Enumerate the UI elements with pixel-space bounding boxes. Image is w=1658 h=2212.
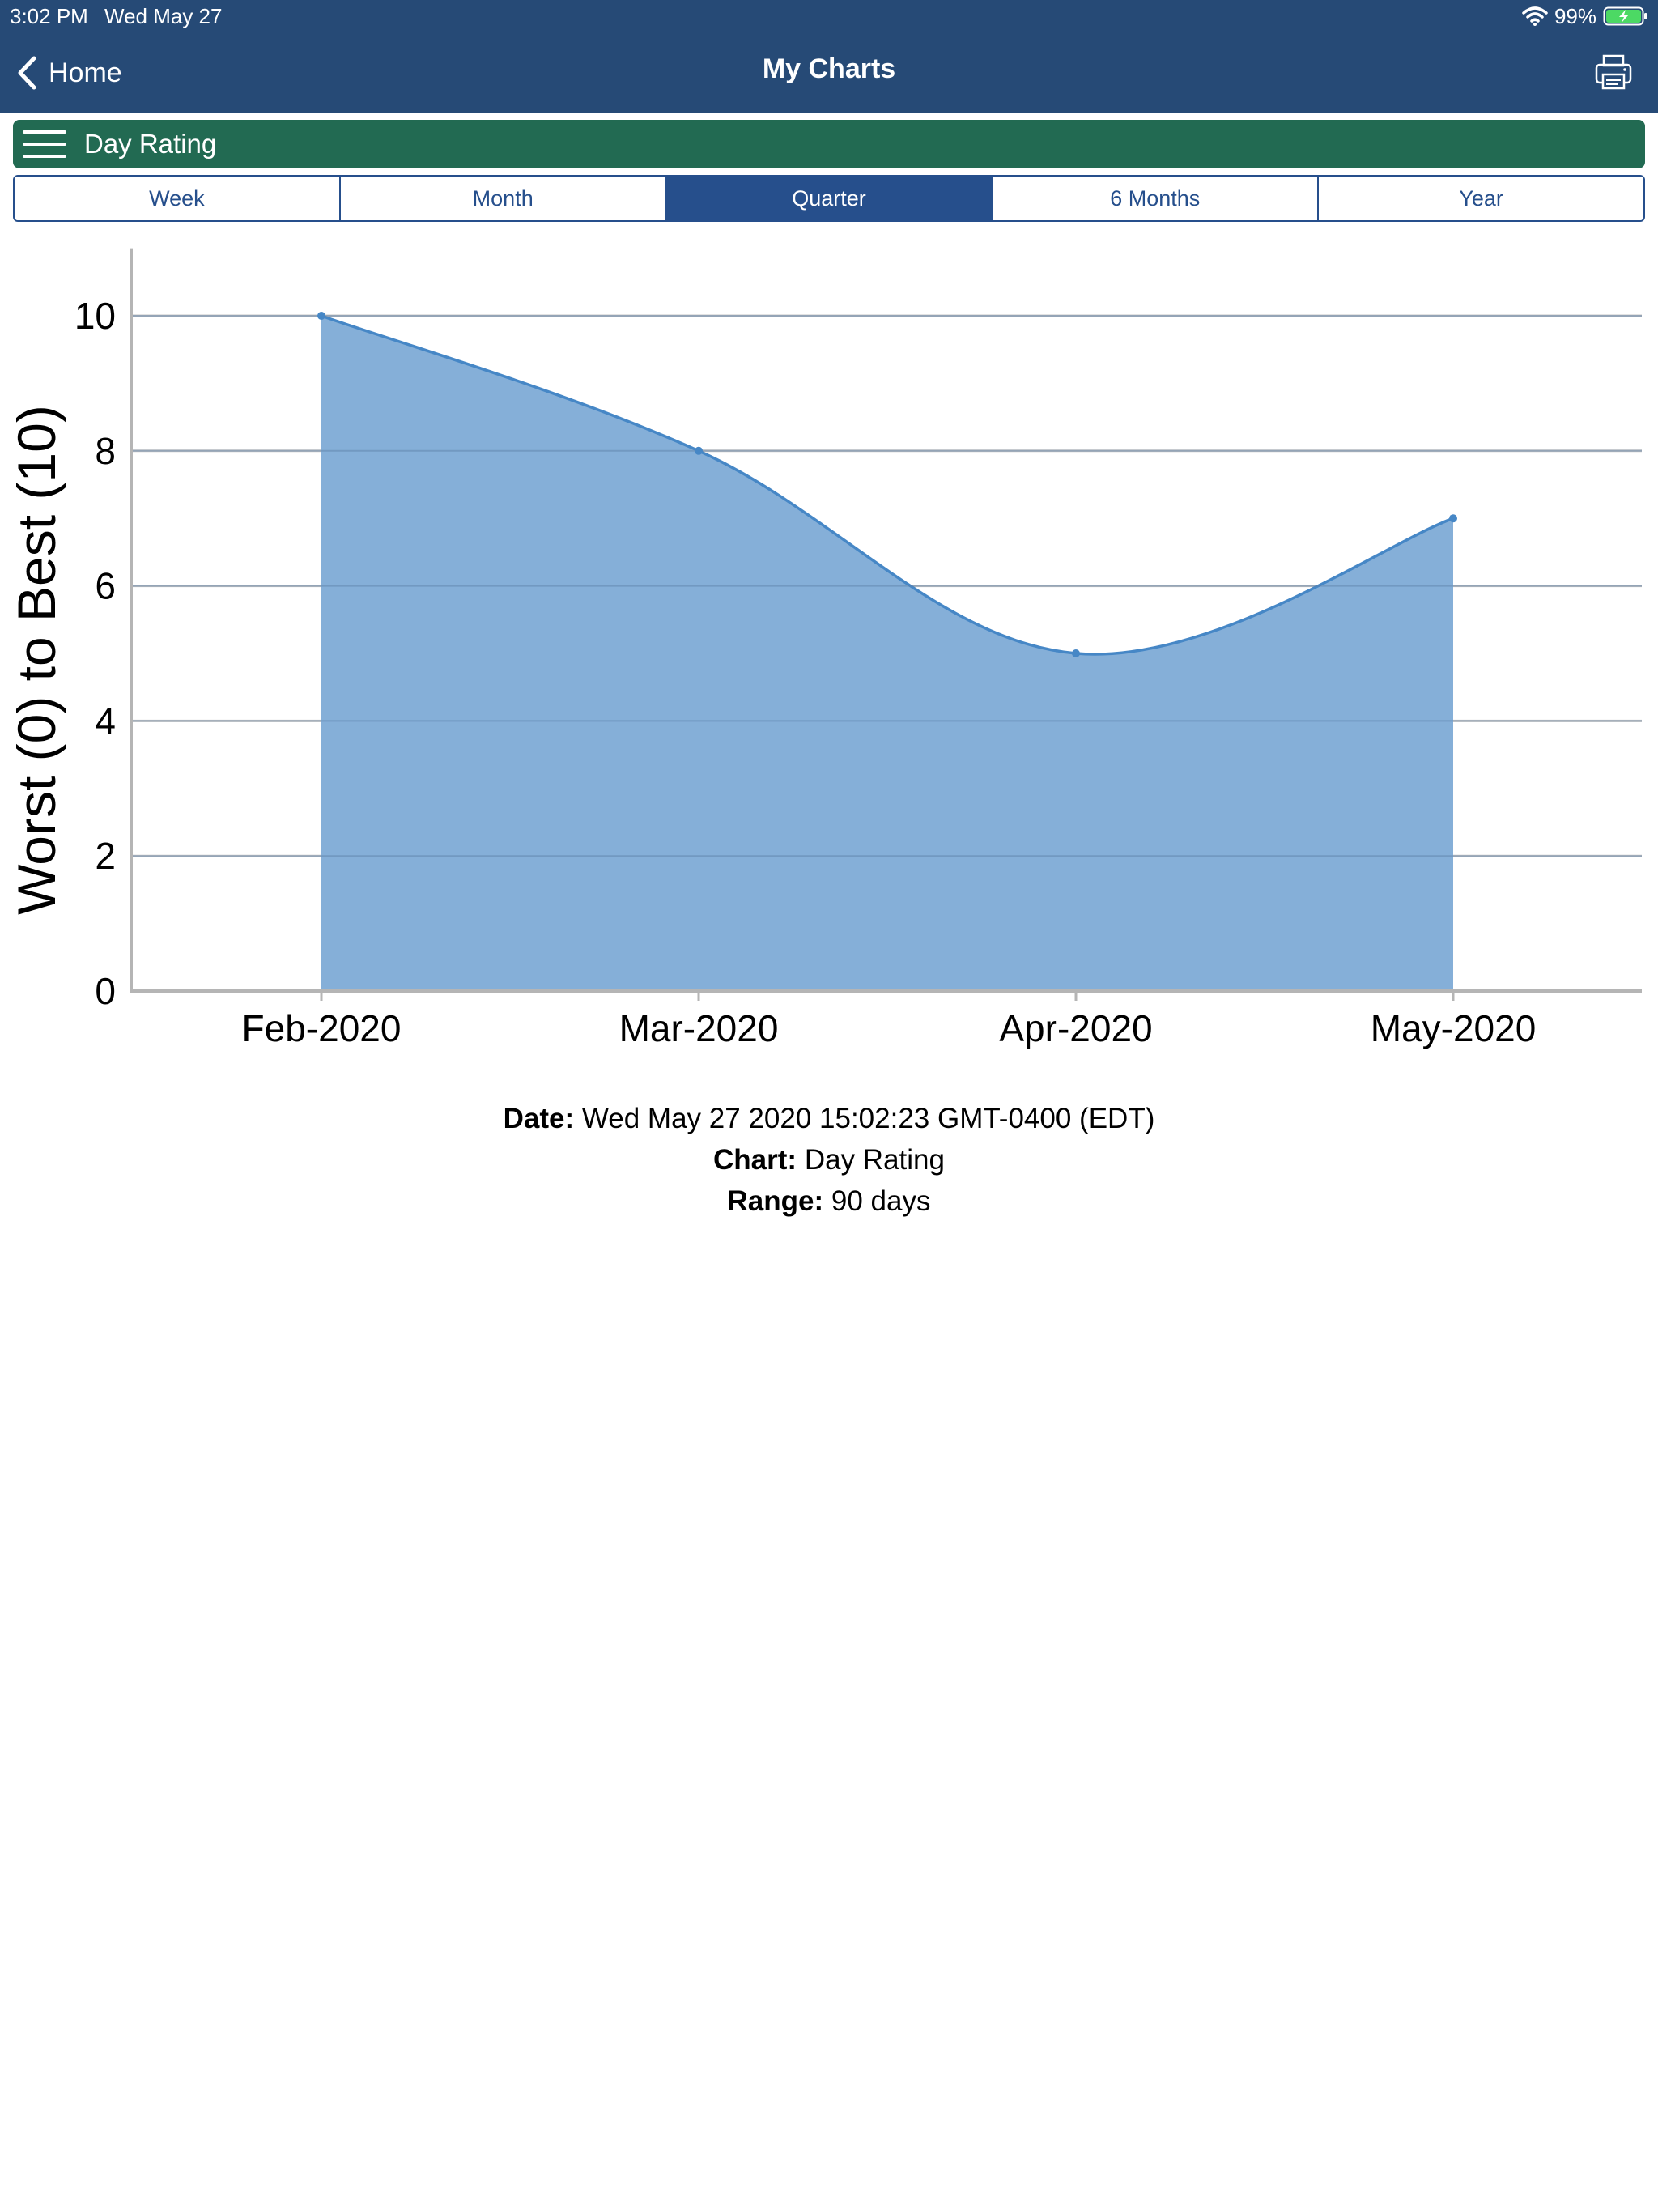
info-range: Range: 90 days xyxy=(0,1180,1658,1222)
info-date: Date: Wed May 27 2020 15:02:23 GMT-0400 … xyxy=(0,1098,1658,1139)
nav-bar: Home My Charts xyxy=(0,32,1658,113)
info-chart-label: Chart: xyxy=(713,1144,797,1176)
x-tick-label: Mar-2020 xyxy=(619,1007,779,1049)
x-tick-label: May-2020 xyxy=(1371,1007,1537,1049)
info-date-label: Date: xyxy=(503,1103,575,1134)
area-fill xyxy=(321,316,1453,991)
app-header: 3:02 PM Wed May 27 99% Home My xyxy=(0,0,1658,113)
series-line xyxy=(321,314,1454,656)
y-tick-label: 2 xyxy=(95,835,116,877)
info-chart-value: Day Rating xyxy=(804,1144,945,1176)
page-title: My Charts xyxy=(762,53,896,84)
data-point xyxy=(1072,649,1080,657)
x-tick-label: Apr-2020 xyxy=(999,1007,1152,1049)
chart-info: Date: Wed May 27 2020 15:02:23 GMT-0400 … xyxy=(0,1098,1658,1222)
y-tick-label: 8 xyxy=(95,430,116,472)
info-date-value: Wed May 27 2020 15:02:23 GMT-0400 (EDT) xyxy=(581,1103,1155,1134)
y-tick-label: 10 xyxy=(74,295,116,337)
status-right: 99% xyxy=(1522,2,1648,30)
y-tick-label: 6 xyxy=(95,565,116,607)
info-range-label: Range: xyxy=(727,1185,824,1217)
tab-week[interactable]: Week xyxy=(15,177,341,220)
status-bar: 3:02 PM Wed May 27 99% xyxy=(0,0,1658,32)
status-time: 3:02 PM xyxy=(10,4,88,28)
data-point xyxy=(695,446,703,455)
tab-quarter[interactable]: Quarter xyxy=(666,177,993,220)
tab-year[interactable]: Year xyxy=(1319,177,1643,220)
day-rating-chart: 0 2 4 6 8 10 Feb-2020 Mar-2020 Apr-2020 May-2020 W… xyxy=(6,248,1642,1049)
tab-6-months[interactable]: 6 Months xyxy=(993,177,1320,220)
range-tabs: Week Month Quarter 6 Months Year xyxy=(13,175,1645,222)
data-point xyxy=(1449,514,1457,523)
y-axis-label: Worst (0) to Best (10) xyxy=(6,405,66,915)
data-point xyxy=(317,312,325,320)
chart-selector[interactable]: Day Rating xyxy=(13,120,1645,168)
battery-charging-icon xyxy=(1603,6,1647,26)
back-button[interactable]: Home xyxy=(15,50,122,96)
back-label: Home xyxy=(49,57,122,88)
y-tick-label: 4 xyxy=(95,700,116,742)
battery-percent: 99% xyxy=(1554,3,1596,28)
chart-selector-label: Day Rating xyxy=(84,129,217,159)
hamburger-icon xyxy=(23,130,66,158)
wifi-icon xyxy=(1522,6,1548,26)
printer-icon[interactable] xyxy=(1593,52,1634,92)
info-range-value: 90 days xyxy=(831,1185,931,1217)
info-chart: Chart: Day Rating xyxy=(0,1139,1658,1180)
chevron-left-icon xyxy=(18,56,36,90)
x-tick-label: Feb-2020 xyxy=(242,1007,402,1049)
status-date: Wed May 27 xyxy=(104,4,223,28)
y-tick-label: 0 xyxy=(95,970,116,1012)
tab-month[interactable]: Month xyxy=(340,177,667,220)
